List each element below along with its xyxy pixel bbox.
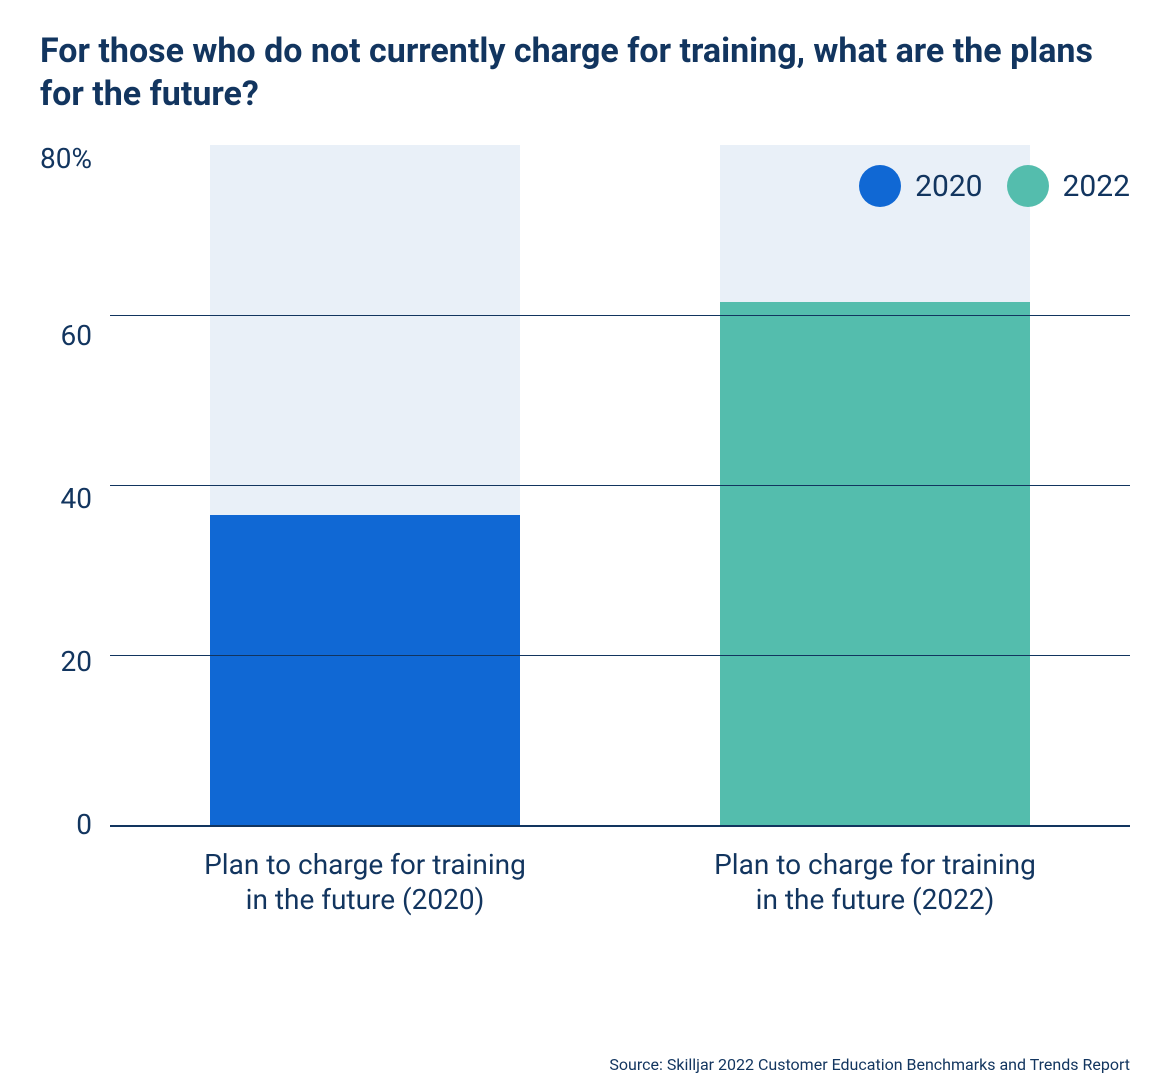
- baseline: [110, 825, 1130, 827]
- y-tick-label: 60: [61, 322, 92, 350]
- gridline: [110, 485, 1130, 486]
- source-attribution: Source: Skilljar 2022 Customer Education…: [609, 1055, 1130, 1074]
- legend-item: 2022: [1007, 165, 1130, 207]
- gridline: [110, 655, 1130, 656]
- legend-swatch: [1007, 165, 1049, 207]
- bar-0: [210, 515, 520, 825]
- chart-title: For those who do not currently charge fo…: [40, 30, 1130, 115]
- legend: 2020 2022: [859, 165, 1130, 207]
- x-axis-spacer: [40, 847, 110, 917]
- y-tick-label: 40: [61, 485, 92, 513]
- x-axis-label: Plan to charge for training in the futur…: [705, 847, 1045, 917]
- plot-row: 80%6040200 20202022: [40, 145, 1130, 825]
- plot: 2020 2022: [110, 145, 1130, 825]
- bar-1: [720, 302, 1030, 825]
- legend-swatch: [859, 165, 901, 207]
- legend-item: 2020: [859, 165, 982, 207]
- chart-area: 80% 60 40 20 0 2020 2022 Plan to charge for t…: [40, 145, 1130, 917]
- gridline: [110, 315, 1130, 316]
- x-axis-label: Plan to charge for training in the futur…: [195, 847, 535, 917]
- legend-label: 2022: [1063, 169, 1130, 204]
- y-tick-label: 80%: [40, 145, 92, 173]
- y-tick-label: 0: [76, 811, 92, 839]
- x-label-row: Plan to charge for training in the futur…: [110, 847, 1130, 917]
- legend-label: 2020: [915, 169, 982, 204]
- chart-container: For those who do not currently charge fo…: [0, 0, 1170, 1088]
- x-axis-labels: Plan to charge for training in the futur…: [40, 847, 1130, 917]
- y-axis: 80%6040200: [40, 145, 110, 825]
- y-tick-label: 20: [61, 648, 92, 676]
